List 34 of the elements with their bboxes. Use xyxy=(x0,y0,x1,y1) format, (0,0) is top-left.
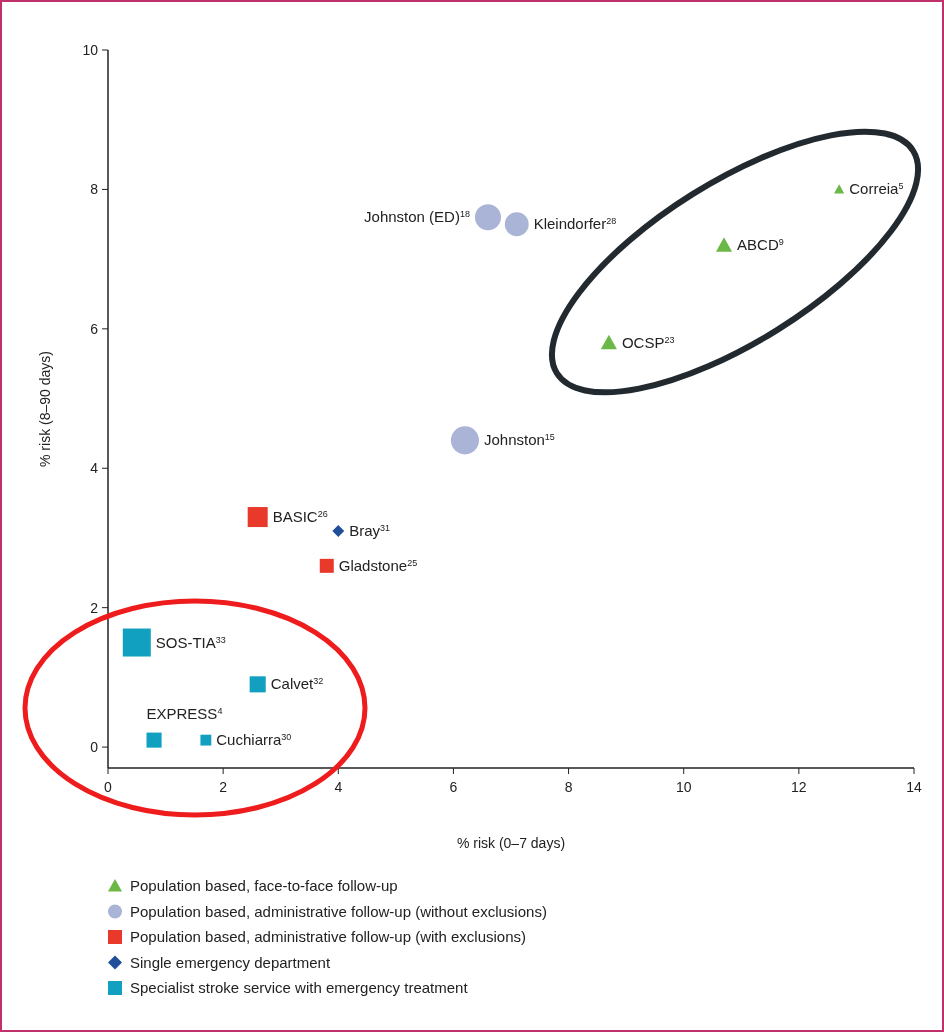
y-tick-label: 8 xyxy=(90,181,99,198)
legend-label: Single emergency department xyxy=(130,953,331,971)
annotation: Calvet$^{32}$ xyxy=(270,675,324,693)
y-tick-label: 0 xyxy=(90,739,99,756)
x-tick-label: 0 xyxy=(104,779,113,795)
legend-label: Population based, face-to-face follow-up xyxy=(130,877,398,894)
annotation: OCSP$^{23}$ xyxy=(621,333,675,351)
x-tick-label: 8 xyxy=(564,779,573,795)
x-axis-title: % risk (0–7 days) xyxy=(456,835,566,851)
x-tick-label: 4 xyxy=(334,779,343,795)
y-tick-label: 10 xyxy=(82,42,99,58)
annotation: ABCD$^{9}$ xyxy=(737,236,784,254)
annotation: Johnston$^{15}$ xyxy=(483,431,555,449)
y-tick-label: 4 xyxy=(90,460,99,477)
y-axis-title: % risk (8–90 days) xyxy=(37,351,53,467)
x-tick-label: 6 xyxy=(449,779,458,795)
y-tick-label: 6 xyxy=(90,320,99,337)
x-tick-label: 12 xyxy=(791,779,807,795)
x-tick-label: 2 xyxy=(219,779,228,795)
legend-label: Population based, administrative follow-up (without exclusions) xyxy=(130,902,547,920)
annotation: Correia$^{5}$ xyxy=(849,180,904,198)
annotation: Cuchiarra$^{30}$ xyxy=(216,731,292,749)
x-tick-label: 14 xyxy=(906,779,922,795)
legend-label: Population based, administrative follow-up (with exclusions) xyxy=(130,928,527,945)
annotation: Johnston (ED)$^{18}$ xyxy=(364,208,470,226)
legend-label: Specialist stroke service with emergency treatment xyxy=(130,979,469,996)
annotation: EXPRESS$^{4}$ xyxy=(146,704,223,722)
annotation: Gladstone$^{25}$ xyxy=(338,556,418,574)
annotation: Bray$^{31}$ xyxy=(349,521,391,539)
annotation: BASIC$^{26}$ xyxy=(272,508,328,526)
annotation: SOS-TIA$^{33}$ xyxy=(155,633,226,651)
y-tick-label: 2 xyxy=(90,599,99,616)
annotation: Kleindorfer$^{28}$ xyxy=(533,215,617,233)
x-tick-label: 10 xyxy=(675,779,692,795)
